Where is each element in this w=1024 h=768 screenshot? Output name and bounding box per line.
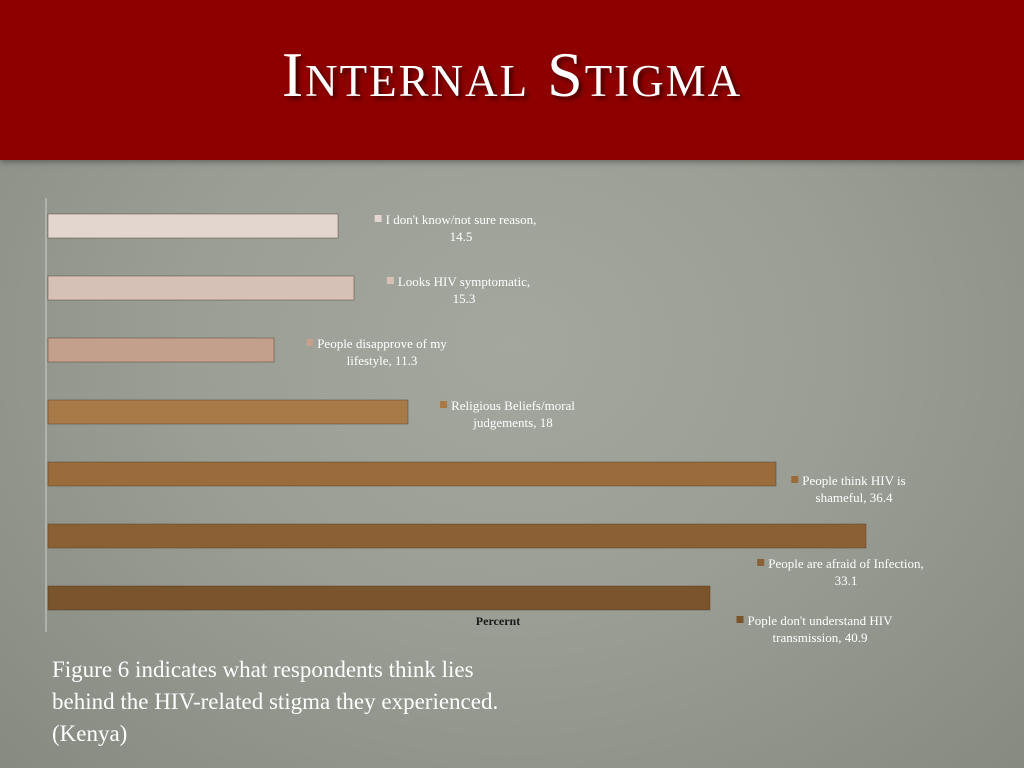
data-label: Pople don't understand HIV transmission, … bbox=[736, 613, 894, 645]
bar bbox=[47, 585, 711, 611]
data-label-line2: shameful, 36.4 bbox=[816, 490, 893, 505]
data-label-line2: 15.3 bbox=[453, 291, 476, 306]
series-marker bbox=[386, 277, 394, 284]
data-label-line2: judgements, 18 bbox=[472, 415, 552, 430]
bar bbox=[47, 523, 867, 549]
series-marker bbox=[306, 339, 314, 346]
series-marker bbox=[757, 559, 765, 566]
data-label-line1: People think HIV is bbox=[802, 473, 905, 488]
data-label: People think HIV is shameful, 36.4 bbox=[791, 473, 906, 505]
data-label-line2: transmission, 40.9 bbox=[773, 630, 868, 645]
bar bbox=[47, 337, 275, 363]
series-marker bbox=[791, 476, 799, 483]
data-label-line1: People are afraid of Infection, bbox=[768, 556, 924, 571]
data-label-line1: I don't know/not sure reason, bbox=[386, 212, 537, 227]
series-marker bbox=[374, 215, 382, 222]
data-label: People are afraid of Infection, 33.1 bbox=[757, 556, 924, 588]
bar bbox=[47, 461, 777, 487]
data-label-line2: 14.5 bbox=[450, 229, 473, 244]
slide-title: Internal Stigma bbox=[281, 39, 743, 110]
bar bbox=[47, 213, 339, 239]
title-banner: Internal Stigma bbox=[0, 0, 1024, 160]
data-label-line1: Religious Beliefs/moral bbox=[451, 398, 575, 413]
bar bbox=[47, 399, 409, 425]
x-axis-label: Percernt bbox=[476, 614, 520, 628]
data-label-line2: 33.1 bbox=[835, 573, 858, 588]
figure-caption: Figure 6 indicates what respondents thin… bbox=[52, 657, 499, 746]
series-marker bbox=[440, 401, 448, 408]
data-label: I don't know/not sure reason, 14.5 bbox=[374, 212, 537, 244]
bar bbox=[47, 275, 355, 301]
bar-chart: I don't know/not sure reason, 14.5 Looks H… bbox=[45, 198, 924, 645]
data-label-line1: Pople don't understand HIV bbox=[748, 613, 894, 628]
data-label: Religious Beliefs/moral judgements, 18 bbox=[440, 398, 575, 430]
data-label-line1: People disapprove of my bbox=[317, 336, 447, 351]
data-label-line2: lifestyle, 11.3 bbox=[347, 353, 418, 368]
data-label-line1: Looks HIV symptomatic, bbox=[398, 274, 530, 289]
data-label: People disapprove of my lifestyle, 11.3 bbox=[306, 336, 447, 368]
data-label: Looks HIV symptomatic, 15.3 bbox=[386, 274, 530, 306]
series-marker bbox=[736, 616, 744, 623]
